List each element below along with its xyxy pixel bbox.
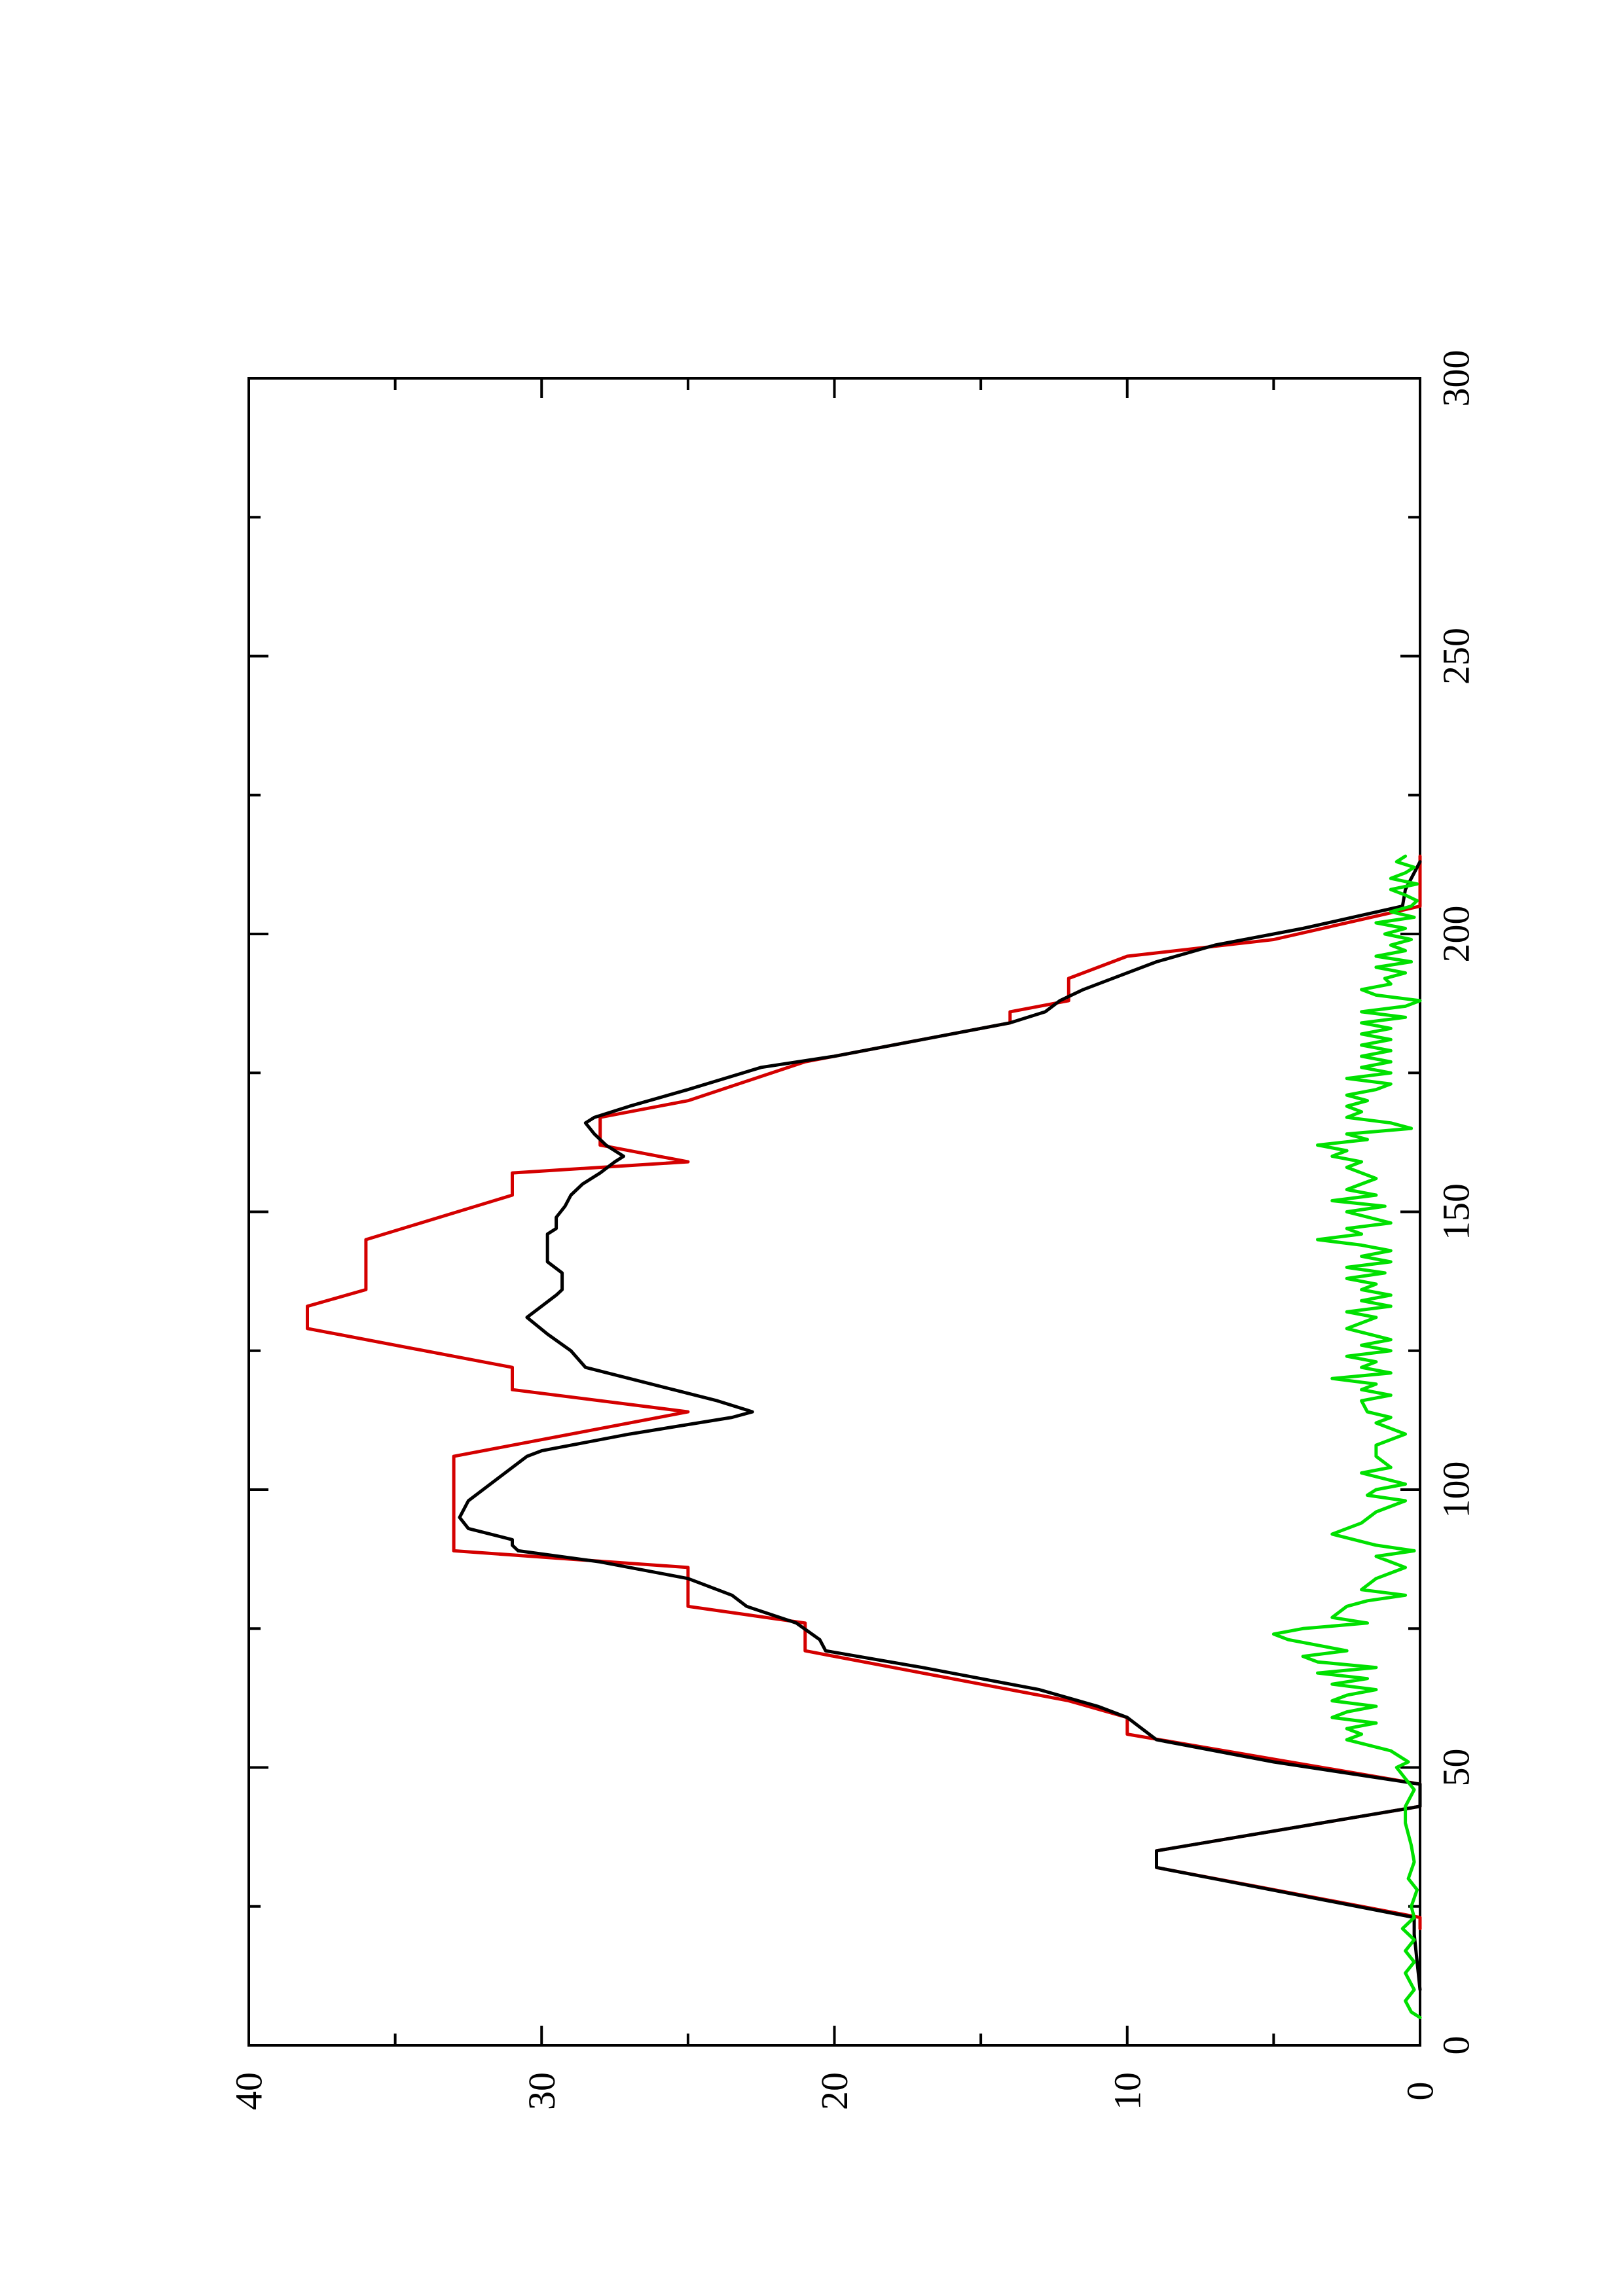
y-tick-label: 10 bbox=[1106, 2072, 1148, 2110]
y-tick-label: 40 bbox=[228, 2072, 270, 2110]
axis-ticks bbox=[247, 377, 1421, 2047]
x-tick-label: 300 bbox=[1435, 350, 1478, 407]
x-tick-label: 150 bbox=[1435, 1183, 1478, 1240]
x-tick-label: 250 bbox=[1435, 628, 1478, 685]
green-series-line bbox=[1271, 854, 1422, 2020]
axis-tick-labels: 0 50 100 150 200 250 300 0 10 20 30 40 bbox=[228, 350, 1478, 2111]
black-series-line bbox=[458, 860, 1422, 1992]
x-tick-label: 0 bbox=[1435, 2036, 1478, 2055]
x-tick-label: 200 bbox=[1435, 906, 1478, 963]
y-tick-label: 30 bbox=[520, 2072, 563, 2110]
y-tick-label: 0 bbox=[1399, 2082, 1442, 2101]
x-tick-label: 50 bbox=[1435, 1749, 1478, 1787]
y-tick-label: 20 bbox=[813, 2072, 856, 2110]
x-tick-label: 100 bbox=[1435, 1462, 1478, 1518]
red-step-series-line bbox=[306, 854, 1422, 1931]
plot-frame bbox=[247, 377, 1421, 2047]
series-group bbox=[306, 854, 1422, 2020]
